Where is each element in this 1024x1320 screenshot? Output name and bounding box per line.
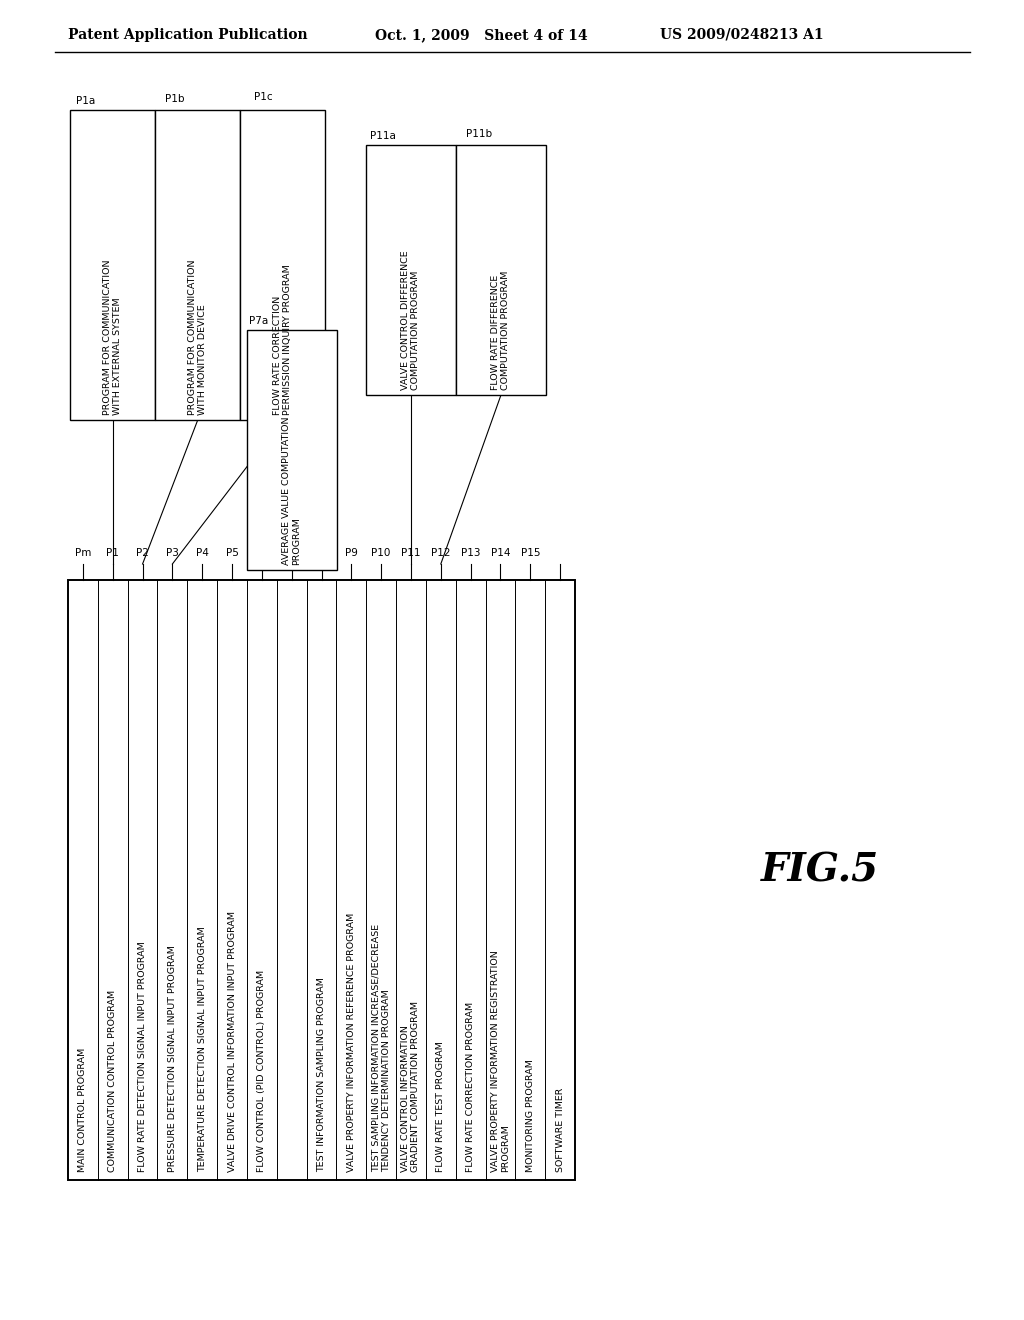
Text: TEST SAMPLING INFORMATION INCREASE/DECREASE
TENDENCY DETERMINATION PROGRAM: TEST SAMPLING INFORMATION INCREASE/DECRE… (372, 924, 391, 1172)
Text: VALVE CONTROL DIFFERENCE
COMPUTATION PROGRAM: VALVE CONTROL DIFFERENCE COMPUTATION PRO… (401, 251, 421, 389)
Text: FIG.5: FIG.5 (761, 851, 879, 888)
Text: VALVE CONTROL INFORMATION
GRADIENT COMPUTATION PROGRAM: VALVE CONTROL INFORMATION GRADIENT COMPU… (401, 1001, 421, 1172)
Text: FLOW RATE CORRECTION PROGRAM: FLOW RATE CORRECTION PROGRAM (466, 1002, 475, 1172)
Bar (366, 145, 456, 395)
Text: MAIN CONTROL PROGRAM: MAIN CONTROL PROGRAM (79, 1048, 87, 1172)
Text: P9: P9 (345, 548, 357, 558)
Text: MONITORING PROGRAM: MONITORING PROGRAM (525, 1059, 535, 1172)
Text: P11a: P11a (370, 131, 396, 141)
Text: COMMUNICATION CONTROL PROGRAM: COMMUNICATION CONTROL PROGRAM (109, 990, 117, 1172)
Text: P12: P12 (431, 548, 451, 558)
Text: P3: P3 (166, 548, 179, 558)
Text: P1: P1 (106, 548, 119, 558)
Text: PROGRAM FOR COMMUNICATION
WITH MONITOR DEVICE: PROGRAM FOR COMMUNICATION WITH MONITOR D… (188, 260, 207, 414)
Text: FLOW RATE DETECTION SIGNAL INPUT PROGRAM: FLOW RATE DETECTION SIGNAL INPUT PROGRAM (138, 941, 147, 1172)
Text: P2: P2 (136, 548, 150, 558)
Text: VALVE PROPERTY INFORMATION REGISTRATION
PROGRAM: VALVE PROPERTY INFORMATION REGISTRATION … (490, 950, 510, 1172)
Text: FLOW RATE TEST PROGRAM: FLOW RATE TEST PROGRAM (436, 1041, 445, 1172)
Bar (456, 145, 546, 395)
Text: P15: P15 (520, 548, 540, 558)
Text: PRESSURE DETECTION SIGNAL INPUT PROGRAM: PRESSURE DETECTION SIGNAL INPUT PROGRAM (168, 945, 177, 1172)
Text: P6: P6 (255, 548, 268, 558)
Text: TEMPERATURE DETECTION SIGNAL INPUT PROGRAM: TEMPERATURE DETECTION SIGNAL INPUT PROGR… (198, 927, 207, 1172)
Bar (241, 110, 326, 420)
Text: PROGRAM FOR COMMUNICATION
WITH EXTERNAL SYSTEM: PROGRAM FOR COMMUNICATION WITH EXTERNAL … (103, 260, 122, 414)
Bar (247, 330, 337, 570)
Text: P4: P4 (196, 548, 209, 558)
Text: P8: P8 (315, 548, 328, 558)
Text: VALVE PROPERTY INFORMATION REFERENCE PROGRAM: VALVE PROPERTY INFORMATION REFERENCE PRO… (347, 912, 355, 1172)
Text: Oct. 1, 2009   Sheet 4 of 14: Oct. 1, 2009 Sheet 4 of 14 (375, 28, 588, 42)
Text: Pm: Pm (75, 548, 91, 558)
Text: FLOW CONTROL (PID CONTROL) PROGRAM: FLOW CONTROL (PID CONTROL) PROGRAM (257, 970, 266, 1172)
Bar (68, 579, 575, 1180)
Text: P14: P14 (490, 548, 510, 558)
Text: P1a: P1a (76, 96, 95, 106)
Text: P7a: P7a (249, 315, 268, 326)
Text: P11: P11 (401, 548, 421, 558)
Bar (71, 110, 156, 420)
Text: P7: P7 (286, 548, 298, 558)
Text: P1c: P1c (254, 92, 272, 102)
Text: P13: P13 (461, 548, 480, 558)
Text: US 2009/0248213 A1: US 2009/0248213 A1 (660, 28, 823, 42)
Text: P10: P10 (372, 548, 391, 558)
Text: P5: P5 (225, 548, 239, 558)
Text: P1b: P1b (165, 94, 184, 104)
Text: VALVE DRIVE CONTROL INFORMATION INPUT PROGRAM: VALVE DRIVE CONTROL INFORMATION INPUT PR… (227, 911, 237, 1172)
Text: FLOW RATE CORRECTION
PERMISSION INQUIRY PROGRAM: FLOW RATE CORRECTION PERMISSION INQUIRY … (273, 264, 292, 414)
Bar (156, 110, 241, 420)
Text: AVERAGE VALUE COMPUTATION
PROGRAM: AVERAGE VALUE COMPUTATION PROGRAM (283, 417, 301, 565)
Text: P11b: P11b (466, 129, 493, 139)
Text: FLOW RATE DIFFERENCE
COMPUTATION PROGRAM: FLOW RATE DIFFERENCE COMPUTATION PROGRAM (492, 271, 511, 389)
Text: TEST INFORMATION SAMPLING PROGRAM: TEST INFORMATION SAMPLING PROGRAM (317, 977, 326, 1172)
Text: Patent Application Publication: Patent Application Publication (68, 28, 307, 42)
Text: SOFTWARE TIMER: SOFTWARE TIMER (556, 1088, 564, 1172)
